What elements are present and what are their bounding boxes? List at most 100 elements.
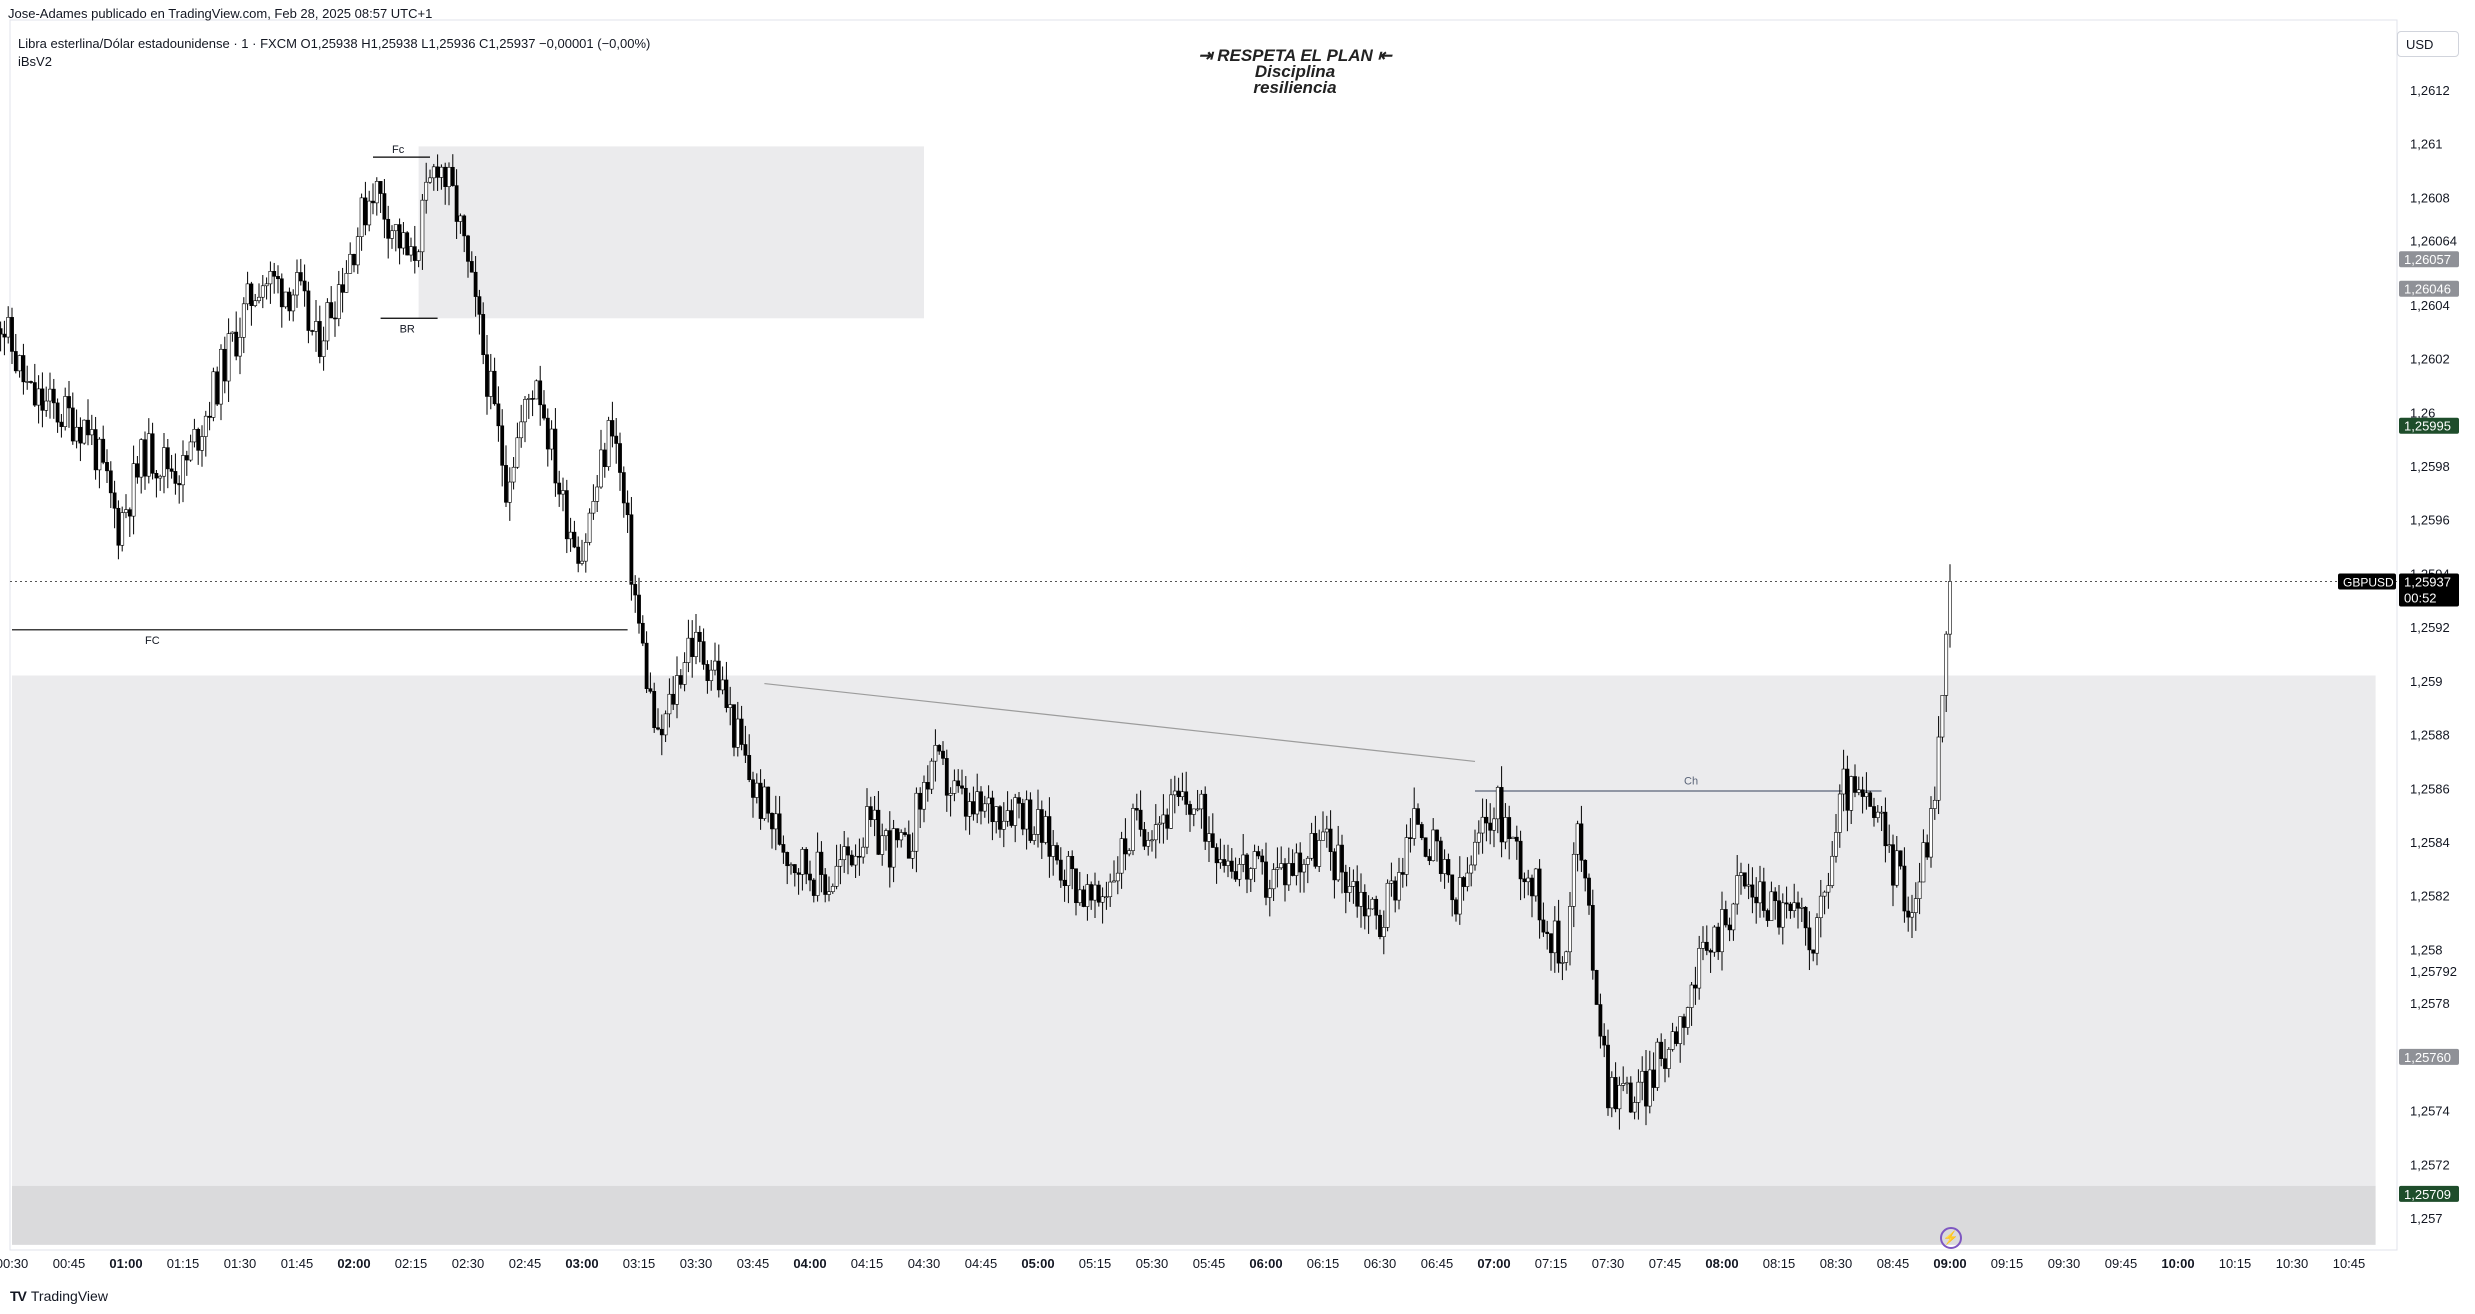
candle-body: [1108, 881, 1113, 898]
candle-body: [165, 447, 170, 470]
candle-body: [169, 468, 174, 472]
candle: [477, 289, 482, 335]
candle: [1161, 794, 1166, 844]
candle-body: [1313, 833, 1318, 867]
candle: [773, 795, 778, 851]
candle: [222, 336, 227, 394]
candle: [1541, 902, 1546, 937]
candle-body: [249, 283, 254, 306]
candle: [576, 536, 581, 573]
candle-body: [336, 284, 341, 320]
candle-body: [1507, 817, 1512, 839]
candle: [1712, 925, 1717, 957]
candle: [348, 242, 353, 274]
candle-body: [264, 283, 269, 287]
candle: [447, 162, 451, 206]
candle: [720, 666, 725, 695]
candle-body: [1412, 808, 1417, 839]
x-axis-tick-label: 02:15: [395, 1256, 428, 1271]
candle: [67, 381, 71, 428]
candle: [1617, 1076, 1622, 1130]
brand-footer[interactable]: TV TradingView: [10, 1288, 108, 1304]
candle-body: [1488, 822, 1493, 831]
candle: [1583, 859, 1588, 892]
candle-body: [101, 438, 106, 463]
candle-body: [36, 388, 41, 406]
candle-body: [899, 832, 904, 841]
symbol-ohlc-line[interactable]: Libra esterlina/Dólar estadounidense · 1…: [18, 36, 651, 51]
candle: [1663, 1039, 1667, 1083]
candle-body: [162, 447, 166, 477]
candle-body: [1153, 824, 1158, 841]
candle-body: [1784, 902, 1789, 905]
candle: [1108, 873, 1113, 907]
candle: [507, 467, 512, 521]
candle-body: [93, 429, 98, 471]
candle: [922, 775, 926, 823]
candle: [937, 744, 942, 755]
candle: [580, 539, 584, 566]
candle: [1537, 859, 1542, 939]
candle: [1100, 887, 1105, 924]
candle-body: [1351, 881, 1356, 887]
candle: [1355, 865, 1360, 918]
candle-body: [496, 403, 501, 427]
candle: [732, 704, 736, 757]
candle: [466, 234, 470, 278]
candle-body: [872, 809, 877, 821]
candle: [241, 297, 246, 354]
candle: [1454, 897, 1458, 922]
candle: [298, 258, 303, 286]
candle: [431, 163, 436, 191]
candle: [1845, 755, 1850, 832]
y-axis-tick-label: 1,2574: [2410, 1104, 2450, 1119]
candle: [340, 267, 345, 313]
candle-body: [956, 780, 961, 787]
candle: [1853, 764, 1857, 798]
candle-body: [1902, 865, 1907, 912]
candle-body: [1009, 810, 1014, 826]
candle: [78, 417, 83, 462]
candle-body: [51, 388, 56, 404]
candle: [1184, 771, 1189, 816]
candle-body: [770, 812, 774, 830]
candle: [914, 787, 919, 873]
candle-body: [1290, 863, 1295, 876]
candle-body: [1005, 810, 1010, 822]
x-axis-tick-label: 01:15: [167, 1256, 200, 1271]
candle: [238, 317, 242, 375]
candle-body: [1218, 859, 1223, 864]
x-axis-tick-label: 01:45: [281, 1256, 314, 1271]
candle-body: [78, 426, 83, 444]
candle-body: [1245, 854, 1249, 880]
candle: [971, 786, 976, 821]
indicator-label[interactable]: iBsV2: [18, 54, 52, 69]
candle: [473, 256, 478, 317]
candle-body: [154, 472, 159, 479]
x-axis-tick-label: 03:30: [680, 1256, 713, 1271]
candle: [150, 422, 155, 480]
candle-body: [302, 280, 307, 292]
candle-body: [1104, 896, 1109, 899]
current-price-box: [2399, 573, 2459, 607]
bolt-icon[interactable]: ⚡: [1940, 1227, 1962, 1249]
candle-body: [1792, 902, 1797, 912]
candle: [412, 225, 417, 274]
candle: [557, 470, 562, 507]
candle: [1207, 816, 1211, 862]
candle: [1590, 889, 1595, 980]
candle-body: [13, 351, 18, 372]
candle-body: [188, 441, 193, 461]
candle-body: [709, 669, 714, 681]
candle: [25, 365, 30, 390]
candle: [1514, 825, 1519, 860]
candle: [1032, 826, 1037, 845]
candle: [648, 672, 653, 694]
candle: [1419, 821, 1424, 841]
candle: [884, 828, 888, 851]
candle: [1157, 816, 1162, 844]
bar-countdown-text: 00:52: [2404, 590, 2437, 605]
candle: [378, 181, 383, 213]
currency-selector[interactable]: USD: [2397, 31, 2459, 57]
